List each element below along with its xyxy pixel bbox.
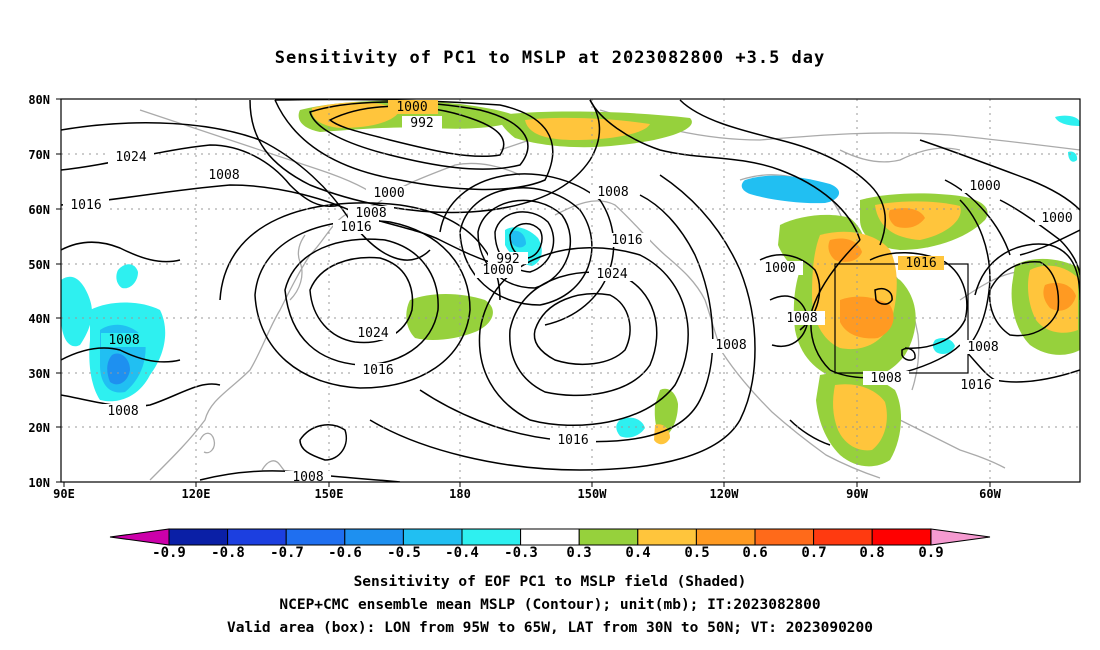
colorbar: -0.9 -0.8 -0.7 -0.6 -0.5 -0.4 -0.3 0.3 0… [109, 528, 991, 561]
map-plot-area [61, 99, 1080, 482]
contour-label: 992 [496, 252, 519, 267]
colorbar-label: -0.5 [387, 545, 421, 561]
colorbar-label: -0.4 [445, 545, 479, 561]
contour-label: 1000 [373, 186, 404, 201]
lon-label: 90W [846, 487, 868, 501]
colorbar-label: 0.6 [742, 545, 767, 561]
footer-line-3: Valid area (box): LON from 95W to 65W, L… [226, 620, 873, 636]
lat-label: 60N [28, 203, 50, 217]
lon-label: 120W [710, 487, 740, 501]
colorbar-box [285, 528, 346, 546]
contour-label: 1024 [357, 326, 388, 341]
lon-label: 150W [578, 487, 608, 501]
colorbar-left-arrow [109, 528, 170, 546]
colorbar-box [344, 528, 404, 546]
colorbar-box [520, 528, 580, 546]
lat-label: 70N [28, 148, 50, 162]
contour-label: 1008 [108, 333, 139, 348]
plot-frame [60, 98, 1081, 483]
lat-label: 40N [28, 312, 50, 326]
colorbar-box [578, 528, 639, 546]
lat-label: 10N [28, 476, 50, 490]
contour-labels: 1000 992 1024 1008 1016 1000 1008 1016 9… [63, 100, 1080, 485]
figure-title: Sensitivity of PC1 to MSLP at 2023082800… [274, 48, 826, 68]
colorbar-label: 0.5 [684, 545, 709, 561]
footer-line-2: NCEP+CMC ensemble mean MSLP (Contour); u… [279, 597, 821, 613]
contour-label: 1016 [611, 233, 642, 248]
contour-label: 1000 [764, 261, 795, 276]
contour-label: 1008 [870, 371, 901, 386]
colorbar-label: 0.9 [918, 545, 943, 561]
colorbar-box [637, 528, 697, 546]
colorbar-label: -0.7 [270, 545, 304, 561]
lat-label: 50N [28, 258, 50, 272]
contour-label: 1016 [557, 433, 588, 448]
lon-label: 150E [315, 487, 344, 501]
contour-label: 1008 [355, 206, 386, 221]
contour-label: 1008 [107, 404, 138, 419]
colorbar-label: 0.7 [801, 545, 826, 561]
contour-label: 1000 [969, 179, 1000, 194]
colorbar-label: 0.3 [566, 545, 591, 561]
lat-label: 20N [28, 421, 50, 435]
mslp-contours [61, 99, 1080, 482]
contour-label: 1016 [905, 256, 936, 271]
contour-label: 992 [410, 116, 433, 131]
colorbar-label: -0.9 [152, 545, 186, 561]
colorbar-box [227, 528, 287, 546]
colorbar-labels: -0.9 -0.8 -0.7 -0.6 -0.5 -0.4 -0.3 0.3 0… [152, 545, 944, 561]
contour-label: 1008 [967, 340, 998, 355]
colorbar-label: -0.6 [328, 545, 362, 561]
contour-label: 1016 [960, 378, 991, 393]
axis-ticks [56, 98, 991, 487]
colorbar-box [402, 528, 463, 546]
colorbar-box [168, 528, 229, 546]
latitude-labels: 80N 70N 60N 50N 40N 30N 20N 10N [28, 93, 50, 490]
lon-label: 60W [979, 487, 1001, 501]
contour-label: 1000 [1041, 211, 1072, 226]
colorbar-box [813, 528, 873, 546]
colorbar-box [871, 528, 932, 546]
colorbar-label: 0.4 [625, 545, 650, 561]
contour-label: 1008 [208, 168, 239, 183]
lon-label: 90E [53, 487, 75, 501]
lon-label: 120E [182, 487, 211, 501]
contour-label: 1016 [362, 363, 393, 378]
grid-lines [61, 99, 1080, 482]
contour-label: 1008 [715, 338, 746, 353]
contour-label: 1016 [70, 198, 101, 213]
lat-label: 80N [28, 93, 50, 107]
colorbar-label: -0.8 [211, 545, 245, 561]
colorbar-boxes [168, 528, 932, 546]
contour-label: 1016 [340, 220, 371, 235]
colorbar-label: 0.8 [859, 545, 884, 561]
contour-label: 1000 [396, 100, 427, 115]
colorbar-box [695, 528, 756, 546]
contour-label: 1000 [482, 263, 513, 278]
contour-label: 1024 [115, 150, 146, 165]
lat-label: 30N [28, 367, 50, 381]
contour-label: 1008 [597, 185, 628, 200]
colorbar-label: -0.3 [504, 545, 538, 561]
colorbar-right-arrow [930, 528, 991, 546]
colorbar-box [461, 528, 522, 546]
contour-label: 1008 [292, 470, 323, 485]
colorbar-box [754, 528, 815, 546]
contour-label: 1008 [786, 311, 817, 326]
sensitivity-shading [61, 100, 1080, 467]
longitude-labels: 90E 120E 150E 180 150W 120W 90W 60W [53, 487, 1001, 501]
footer-line-1: Sensitivity of EOF PC1 to MSLP field (Sh… [353, 574, 747, 590]
lon-label: 180 [449, 487, 471, 501]
contour-label: 1024 [596, 267, 627, 282]
